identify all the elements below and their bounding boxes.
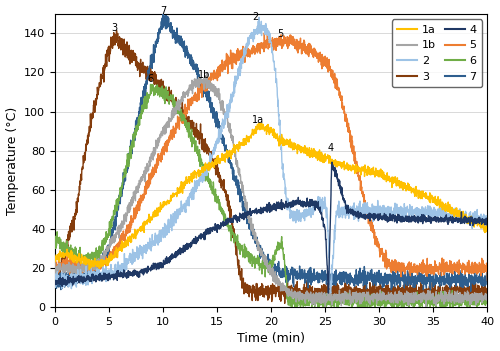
- 1a: [52, 253, 58, 257]
- Text: 6: 6: [147, 74, 153, 84]
- 7: [262, 263, 268, 267]
- 1a: [86, 267, 92, 272]
- 5: [484, 278, 490, 283]
- 2: [74, 281, 80, 285]
- 1b: [472, 292, 478, 296]
- Line: 1a: 1a: [55, 123, 488, 270]
- Line: 3: 3: [55, 31, 488, 304]
- 5: [392, 258, 398, 263]
- 6: [148, 82, 154, 86]
- Text: 1a: 1a: [252, 115, 264, 125]
- 1a: [393, 182, 399, 186]
- 3: [348, 302, 354, 306]
- 6: [289, 305, 295, 309]
- 3: [393, 290, 399, 294]
- 2: [472, 215, 478, 219]
- 1b: [52, 261, 58, 265]
- 7: [392, 279, 398, 284]
- 2: [262, 23, 268, 27]
- 6: [74, 252, 80, 256]
- 4: [74, 277, 80, 281]
- 1b: [262, 259, 268, 263]
- 4: [326, 291, 332, 295]
- 1a: [74, 258, 80, 263]
- 2: [256, 15, 262, 19]
- Line: 4: 4: [55, 162, 488, 293]
- 2: [251, 27, 257, 32]
- 5: [262, 31, 268, 35]
- 5: [52, 264, 58, 269]
- Text: 2: 2: [252, 12, 258, 21]
- 6: [484, 297, 490, 301]
- Line: 2: 2: [55, 17, 488, 293]
- 2: [52, 279, 58, 283]
- 7: [251, 231, 257, 235]
- 5: [251, 45, 257, 49]
- 4: [472, 216, 478, 220]
- 5: [472, 267, 478, 271]
- 7: [484, 278, 490, 283]
- 1b: [204, 71, 210, 75]
- Legend: 1a, 1b, 2, 3, 4, 5, 6, 7: 1a, 1b, 2, 3, 4, 5, 6, 7: [392, 19, 482, 87]
- 4: [472, 221, 478, 225]
- 7: [472, 276, 478, 280]
- 6: [251, 255, 257, 259]
- X-axis label: Time (min): Time (min): [237, 332, 305, 345]
- 2: [472, 220, 478, 224]
- 3: [114, 28, 119, 33]
- 6: [472, 303, 478, 307]
- 4: [484, 223, 490, 227]
- 4: [393, 216, 399, 220]
- Text: 7: 7: [160, 6, 166, 16]
- 1a: [251, 131, 257, 135]
- 1b: [393, 299, 399, 304]
- Y-axis label: Temperature (°C): Temperature (°C): [6, 106, 18, 214]
- Line: 6: 6: [55, 84, 488, 307]
- 1a: [472, 218, 478, 222]
- 4: [262, 208, 268, 212]
- 7: [472, 281, 478, 285]
- 4: [251, 210, 257, 214]
- 3: [262, 290, 268, 294]
- 7: [52, 273, 58, 277]
- 3: [52, 269, 58, 273]
- Line: 7: 7: [55, 14, 488, 291]
- 3: [472, 293, 478, 297]
- 6: [472, 300, 478, 304]
- 7: [160, 12, 166, 16]
- 5: [74, 268, 80, 272]
- 1a: [256, 121, 262, 125]
- 5: [262, 42, 268, 47]
- 3: [484, 289, 490, 293]
- Line: 5: 5: [55, 33, 488, 280]
- 7: [74, 274, 80, 278]
- Text: 5: 5: [276, 29, 283, 39]
- 1b: [472, 298, 478, 302]
- 3: [472, 291, 478, 295]
- 5: [472, 260, 478, 264]
- 6: [262, 265, 268, 269]
- 6: [393, 298, 399, 303]
- Line: 1b: 1b: [55, 73, 488, 307]
- Text: 1b: 1b: [198, 70, 210, 80]
- 6: [52, 238, 58, 242]
- 1b: [251, 232, 257, 236]
- 7: [468, 289, 473, 293]
- Text: 4: 4: [328, 143, 334, 153]
- 4: [329, 160, 335, 164]
- 1a: [484, 223, 490, 227]
- 1a: [472, 219, 478, 224]
- Text: 3: 3: [112, 23, 117, 33]
- 3: [74, 204, 80, 208]
- 1b: [74, 273, 80, 277]
- 2: [393, 207, 399, 212]
- 2: [328, 291, 334, 295]
- 4: [52, 279, 58, 284]
- 3: [251, 290, 257, 294]
- 1a: [262, 127, 268, 131]
- 1b: [322, 305, 328, 309]
- 2: [484, 214, 490, 219]
- 1b: [484, 296, 490, 300]
